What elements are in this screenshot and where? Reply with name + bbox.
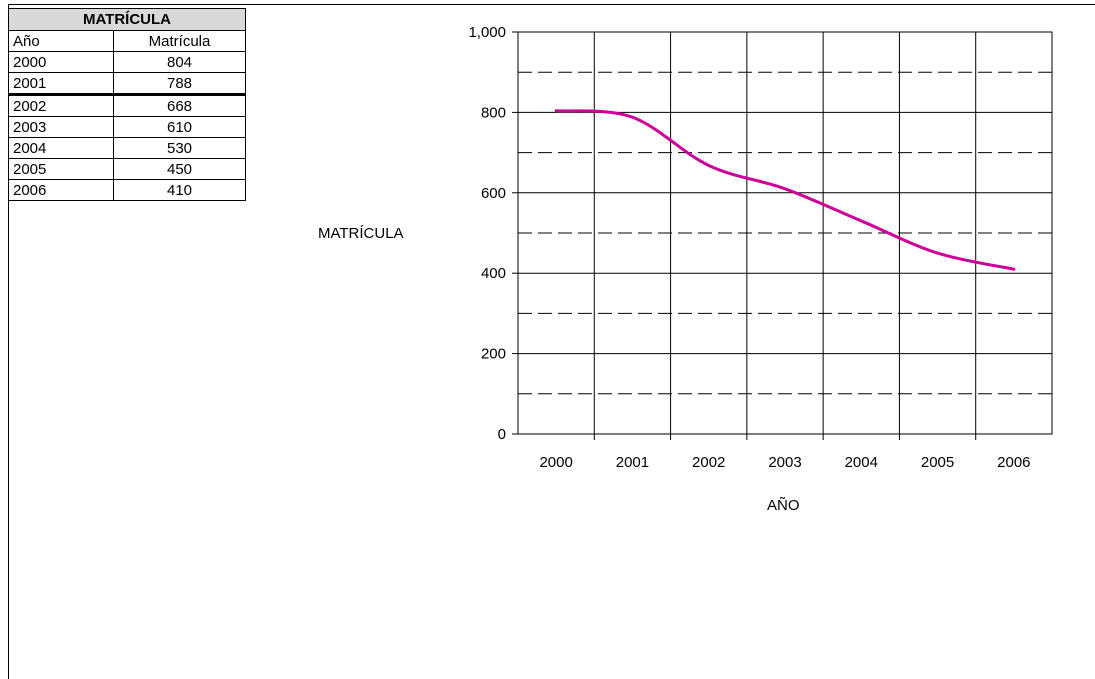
page-frame (8, 4, 1095, 679)
table-row: 2001 788 (8, 72, 246, 95)
table-row: 2003 610 (8, 116, 246, 138)
row-year: 2004 (8, 137, 114, 159)
table-title: MATRÍCULA (8, 8, 246, 31)
table-row: 2002 668 (8, 93, 246, 117)
plot-area-border (517, 31, 1053, 435)
x-tick-label: 2001 (616, 454, 649, 471)
series-line (554, 109, 1016, 271)
x-tick-label: 2000 (539, 454, 572, 471)
y-tick-label: 600 (481, 185, 506, 202)
x-tick-label: 2003 (768, 454, 801, 471)
x-tick-label: 2002 (692, 454, 725, 471)
chart-series (554, 109, 1016, 271)
row-value: 668 (113, 93, 246, 117)
y-tick-label: 400 (481, 265, 506, 282)
enrollment-table: MATRÍCULA Año Matrícula 2000 804 2001 78… (8, 8, 246, 201)
row-year: 2000 (8, 51, 114, 73)
x-tick-label: 2004 (845, 454, 878, 471)
y-tick-label: 0 (498, 426, 506, 443)
table-title-row: MATRÍCULA (8, 8, 246, 31)
table-row: 2004 530 (8, 137, 246, 159)
x-tick-label: 2006 (997, 454, 1030, 471)
x-axis-label: AÑO (767, 497, 800, 514)
row-year: 2006 (8, 179, 114, 201)
chart-grid (518, 31, 1052, 440)
y-tick-label: 800 (481, 104, 506, 121)
y-axis-label: MATRÍCULA (318, 225, 404, 242)
y-tick-label: 200 (481, 346, 506, 363)
row-year: 2002 (8, 93, 114, 117)
row-year: 2005 (8, 158, 114, 180)
chart-labels: 0 200 400 600 800 1,000 2000 2001 2002 2003 2004 20… (468, 24, 1030, 471)
row-value: 410 (113, 179, 246, 201)
chart-axes (512, 31, 1053, 435)
x-tick-label: 2005 (921, 454, 954, 471)
y-tick-label: 1,000 (468, 24, 506, 41)
table-row: 2006 410 (8, 179, 246, 201)
